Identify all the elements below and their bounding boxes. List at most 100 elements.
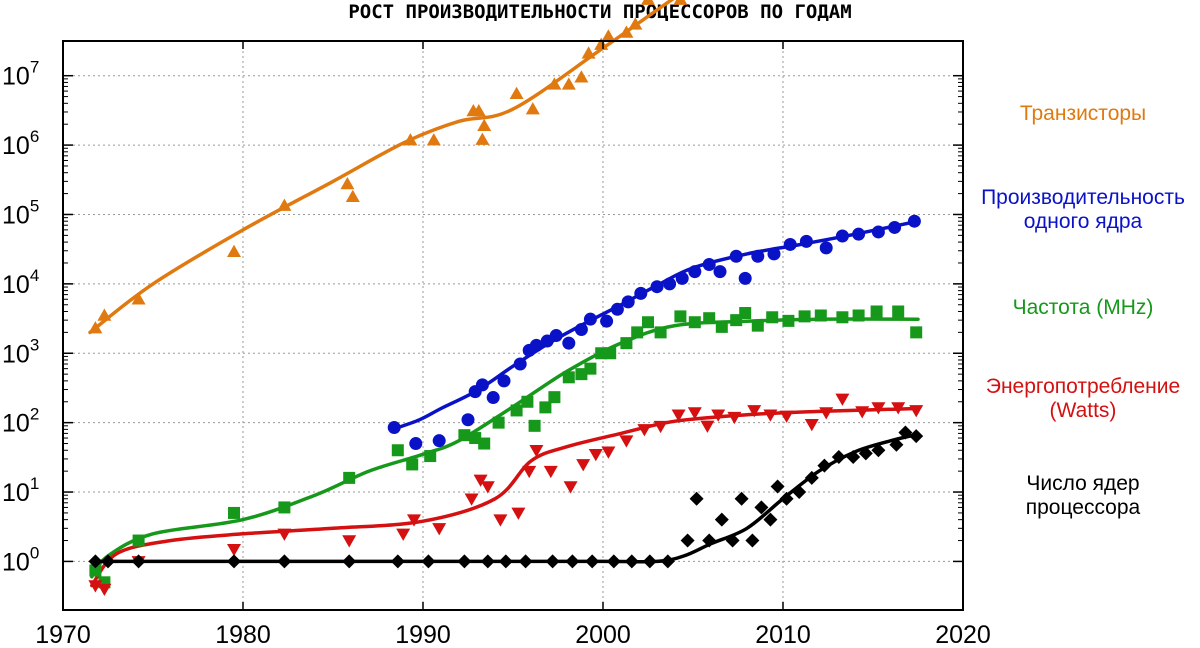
- series-4-point: [529, 445, 544, 458]
- series-1-point: [403, 133, 418, 146]
- series-1-point: [601, 29, 616, 42]
- series-5-point: [565, 554, 580, 569]
- series-1-trend-line: [88, 0, 675, 335]
- y-tick-label: 103: [2, 335, 39, 368]
- series-3-point: [478, 437, 491, 450]
- series-1-label: Транзисторы: [1020, 102, 1146, 125]
- series-2-point: [663, 277, 677, 291]
- series-3-point: [228, 506, 240, 519]
- series-2-point: [610, 302, 624, 316]
- series-4-point: [601, 446, 616, 459]
- series-5-point: [831, 449, 846, 464]
- series-5-point: [725, 533, 740, 548]
- series-5-point: [606, 554, 621, 569]
- series-4-point: [711, 409, 726, 422]
- series-2-point: [819, 241, 833, 255]
- series-4-trend-line: [90, 406, 920, 588]
- series-4-point: [909, 405, 924, 418]
- series-2-point: [513, 357, 527, 371]
- series-5-point: [889, 437, 904, 452]
- series-5-point: [745, 533, 760, 548]
- series-1-point: [477, 118, 492, 131]
- series-2-point: [751, 249, 765, 263]
- series-1-point: [340, 176, 355, 190]
- series-3-point: [870, 305, 883, 318]
- series-1-point: [619, 25, 634, 38]
- series-4-label: Энергопотребление (Watts): [986, 375, 1180, 422]
- series-2-point: [583, 312, 597, 326]
- series-labels: Транзисторы Производительность одного ядра…: [981, 102, 1185, 519]
- series-3-point: [836, 311, 849, 324]
- x-tick-label: 1980: [215, 621, 271, 648]
- series-2-point: [600, 314, 614, 328]
- grid: [63, 41, 963, 610]
- series-2-point: [486, 391, 500, 405]
- series-2-label: Производительность одного ядра: [981, 186, 1185, 233]
- series-3-point: [132, 534, 145, 547]
- series-4-point: [871, 402, 886, 415]
- series-2-point: [713, 265, 727, 279]
- series-3-point: [852, 309, 865, 322]
- series-4-point: [576, 459, 591, 472]
- y-tick-label: 100: [2, 543, 39, 576]
- series-1-point: [471, 103, 486, 117]
- series-2-point: [475, 378, 489, 392]
- series-3-point: [510, 404, 523, 417]
- series-3-point: [620, 337, 633, 350]
- series-5-point: [871, 443, 886, 458]
- series-1-point: [594, 37, 609, 50]
- series-3-trend-line: [90, 317, 920, 579]
- series-4-point: [277, 528, 292, 541]
- series-3-point: [391, 444, 404, 457]
- series-5-point: [498, 554, 513, 569]
- y-tick-label: 101: [2, 474, 39, 507]
- series-5-point: [792, 485, 807, 500]
- series-3-point: [278, 501, 291, 514]
- series-5-point: [734, 491, 749, 506]
- series-3-point: [766, 311, 779, 324]
- series-4-point: [522, 465, 537, 479]
- series-3-point: [424, 450, 437, 463]
- x-tick-label: 2000: [575, 621, 631, 648]
- series-1-point: [475, 132, 490, 145]
- series-2-point: [461, 413, 475, 427]
- series-4-point: [700, 420, 715, 433]
- series-4-point: [493, 514, 508, 527]
- series-2-point: [871, 225, 885, 239]
- series-1-point: [509, 86, 524, 99]
- series-5-point: [545, 554, 560, 569]
- series-2-point: [767, 247, 781, 261]
- series-5-point: [817, 458, 832, 473]
- series-5-point: [518, 554, 533, 569]
- series-4-point: [480, 481, 495, 494]
- series-4-point: [543, 465, 558, 479]
- series-3-point: [910, 326, 923, 339]
- series-5-point: [689, 491, 704, 506]
- series-1-point: [547, 77, 562, 90]
- series-3-point: [528, 419, 541, 432]
- series-1-point: [277, 198, 292, 211]
- series-5-point: [680, 533, 695, 548]
- series-4-point: [619, 435, 634, 448]
- series-5-trend-line: [90, 432, 920, 564]
- series-4-point: [891, 402, 906, 415]
- series-2-point: [497, 374, 511, 388]
- series-4-point: [763, 409, 778, 422]
- series-3-point: [814, 309, 827, 322]
- series-5-point: [585, 554, 600, 569]
- series-3-point: [739, 307, 752, 320]
- series-1-point: [345, 189, 360, 203]
- series-5-point: [754, 500, 769, 515]
- series-4-point: [819, 407, 834, 420]
- series-4-point: [88, 580, 103, 593]
- series-3-point: [751, 319, 764, 332]
- series-5-point: [131, 554, 146, 569]
- series-4-point: [407, 514, 421, 527]
- series-4-point: [473, 474, 488, 487]
- series-5-point: [227, 554, 241, 569]
- plot-frame: [62, 40, 964, 611]
- series-4-point: [97, 583, 112, 597]
- series-2-point: [702, 258, 716, 272]
- series-2-point: [907, 214, 921, 228]
- y-tick-label: 105: [2, 196, 39, 229]
